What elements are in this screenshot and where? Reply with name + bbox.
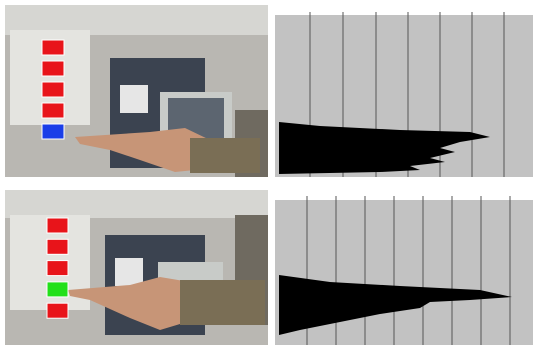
histogram-bottom [275, 190, 533, 345]
indicator-square [42, 40, 64, 55]
indicator-square [42, 103, 64, 118]
indicator-square [42, 124, 64, 139]
indicator-square [47, 218, 68, 233]
indicator-square [47, 282, 68, 297]
indicator-square [47, 239, 68, 254]
indicator-square [42, 82, 64, 97]
photo-bottom [5, 190, 268, 345]
indicator-square [42, 61, 64, 76]
figure [0, 0, 533, 349]
indicator-square [47, 261, 68, 276]
histogram-top [275, 5, 533, 177]
indicator-square [47, 303, 68, 318]
